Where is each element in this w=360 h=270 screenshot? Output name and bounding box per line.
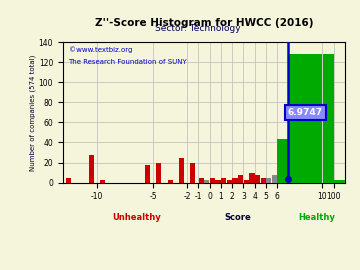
Bar [266, 178, 271, 183]
Bar [238, 174, 243, 183]
Bar [323, 54, 334, 183]
Y-axis label: Number of companies (574 total): Number of companies (574 total) [30, 54, 36, 171]
Bar [156, 163, 161, 183]
Bar [255, 174, 260, 183]
Bar [89, 154, 94, 183]
Bar [289, 54, 322, 183]
Bar [278, 140, 288, 183]
Text: Healthy: Healthy [298, 212, 335, 222]
Text: 6.9747: 6.9747 [288, 108, 323, 117]
Bar [179, 157, 184, 183]
Bar [221, 178, 226, 183]
Bar [66, 178, 71, 183]
Bar [233, 178, 238, 183]
Bar [190, 163, 195, 183]
Text: Sector: Technology: Sector: Technology [155, 24, 241, 33]
Bar [167, 180, 173, 183]
Bar [249, 173, 255, 183]
Bar [198, 178, 204, 183]
Bar [227, 180, 232, 183]
Title: Z''-Score Histogram for HWCC (2016): Z''-Score Histogram for HWCC (2016) [95, 18, 313, 28]
Bar [215, 180, 221, 183]
Bar [145, 164, 150, 183]
Bar [334, 180, 345, 183]
Bar [272, 174, 277, 183]
Bar [261, 178, 266, 183]
Text: Unhealthy: Unhealthy [112, 212, 161, 222]
Bar [210, 178, 215, 183]
Bar [100, 180, 105, 183]
Text: The Research Foundation of SUNY: The Research Foundation of SUNY [68, 59, 187, 65]
Bar [244, 180, 249, 183]
Bar [204, 180, 210, 183]
Text: ©www.textbiz.org: ©www.textbiz.org [68, 46, 132, 53]
Text: Score: Score [224, 212, 251, 222]
